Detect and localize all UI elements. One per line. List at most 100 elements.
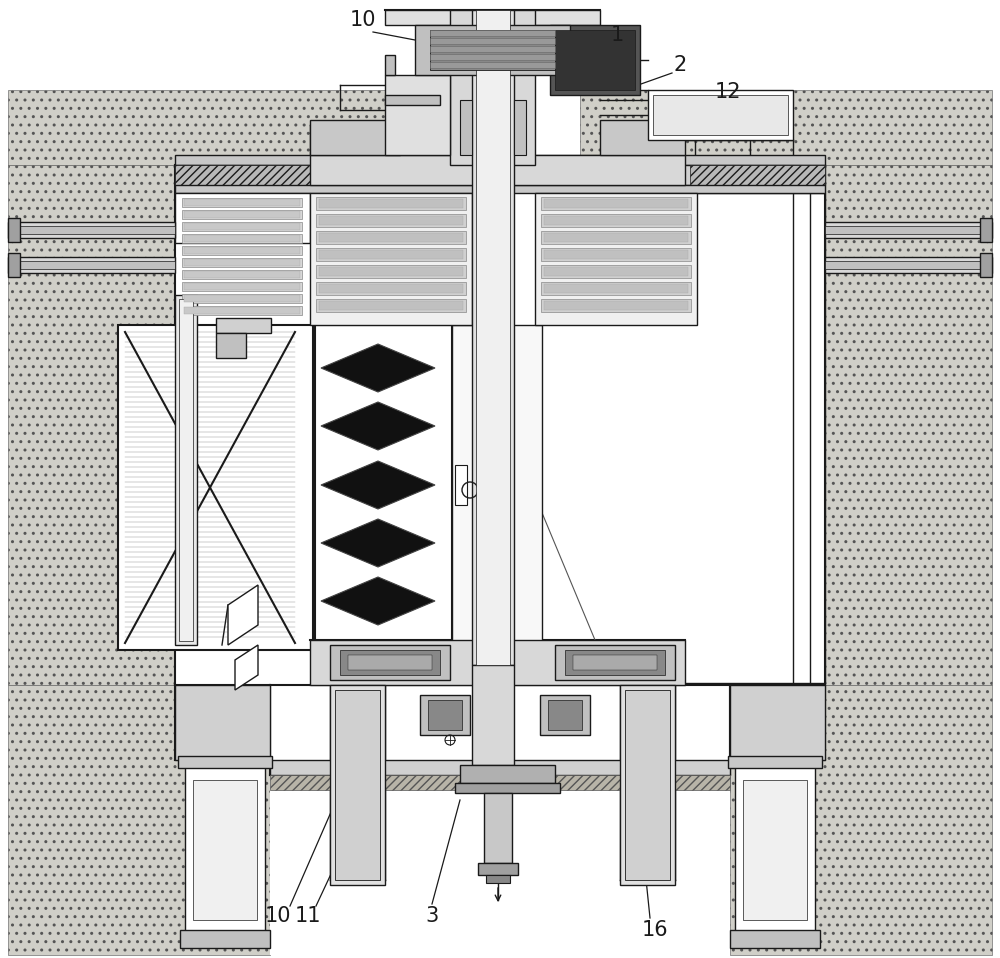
Bar <box>182 294 302 303</box>
Text: 11: 11 <box>295 906 321 926</box>
Bar <box>460 100 472 155</box>
Bar <box>182 222 302 231</box>
Bar <box>182 246 302 255</box>
Bar <box>541 197 691 210</box>
Bar <box>544 233 688 242</box>
Bar <box>653 95 788 135</box>
Bar <box>452 325 542 645</box>
Bar <box>478 863 518 875</box>
Text: 16: 16 <box>642 920 668 940</box>
Bar <box>319 267 463 276</box>
Bar <box>184 223 300 230</box>
Bar <box>450 10 535 165</box>
Bar <box>430 30 555 70</box>
Bar <box>8 226 175 234</box>
Bar <box>182 306 302 315</box>
Bar <box>541 248 691 261</box>
Bar <box>472 10 514 665</box>
Bar <box>544 199 688 208</box>
Bar <box>8 261 175 269</box>
Bar <box>555 30 635 90</box>
Bar <box>573 655 657 670</box>
Bar <box>184 283 300 290</box>
Bar <box>825 257 992 273</box>
Bar <box>625 690 670 880</box>
Bar <box>180 930 270 948</box>
Bar <box>600 120 685 155</box>
Bar <box>335 690 380 880</box>
Bar <box>8 253 20 277</box>
Bar <box>216 333 246 358</box>
Bar <box>184 199 300 206</box>
Bar <box>540 193 825 683</box>
Bar <box>385 55 395 75</box>
Bar <box>184 235 300 242</box>
Polygon shape <box>690 165 825 185</box>
Bar <box>385 95 440 105</box>
Bar <box>315 325 452 645</box>
Bar <box>420 695 470 735</box>
Text: 10: 10 <box>350 10 376 30</box>
Bar <box>8 218 20 242</box>
Bar <box>316 197 466 210</box>
Polygon shape <box>8 90 415 165</box>
Text: 2: 2 <box>673 55 687 75</box>
Polygon shape <box>321 519 435 567</box>
Bar <box>541 214 691 227</box>
Bar <box>319 301 463 310</box>
Bar <box>550 25 640 95</box>
Bar <box>310 155 685 185</box>
Bar <box>8 257 175 273</box>
Bar <box>544 284 688 293</box>
Bar <box>340 650 440 675</box>
Bar <box>175 295 197 645</box>
Polygon shape <box>321 402 435 450</box>
Bar <box>730 685 825 760</box>
Bar <box>825 261 992 269</box>
Bar <box>825 226 992 234</box>
Bar <box>541 299 691 312</box>
Polygon shape <box>321 461 435 509</box>
Bar <box>310 193 472 325</box>
Bar <box>544 216 688 225</box>
Bar <box>430 30 555 36</box>
Bar <box>175 185 825 193</box>
Bar <box>182 258 302 267</box>
Bar <box>182 270 302 279</box>
Bar <box>175 165 825 185</box>
Bar <box>175 165 825 685</box>
Bar <box>486 875 510 883</box>
Bar <box>472 665 514 765</box>
Polygon shape <box>235 645 258 690</box>
Bar <box>452 325 470 645</box>
Bar <box>319 233 463 242</box>
Bar <box>544 301 688 310</box>
Bar <box>541 231 691 244</box>
Bar <box>178 756 272 768</box>
Bar <box>348 655 432 670</box>
Bar <box>385 75 450 155</box>
Bar <box>316 299 466 312</box>
Bar <box>428 700 462 730</box>
Bar <box>555 645 675 680</box>
Bar <box>310 640 685 685</box>
Bar <box>540 695 590 735</box>
Text: 12: 12 <box>715 82 741 102</box>
Bar <box>430 38 555 44</box>
Bar <box>980 253 992 277</box>
Polygon shape <box>825 165 992 685</box>
Polygon shape <box>175 685 270 760</box>
Bar <box>184 211 300 218</box>
Bar <box>535 193 697 325</box>
Bar <box>182 234 302 243</box>
Bar <box>548 700 582 730</box>
Bar <box>319 199 463 208</box>
Text: 10: 10 <box>265 906 291 926</box>
Bar <box>385 10 600 25</box>
Bar <box>184 259 300 266</box>
Bar <box>330 685 385 885</box>
Polygon shape <box>321 577 435 625</box>
Bar <box>310 120 400 155</box>
Bar <box>460 765 555 783</box>
Bar <box>185 760 265 940</box>
